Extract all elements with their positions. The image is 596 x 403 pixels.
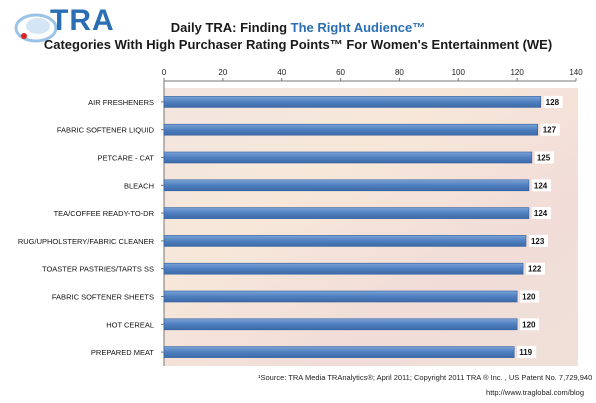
- value-label: 124: [534, 181, 548, 190]
- bar: [163, 346, 515, 358]
- category-label: TEA/COFFEE READY-TO-DR: [54, 209, 155, 218]
- value-label-box: [531, 179, 551, 192]
- category-label: PREPARED MEAT: [91, 348, 154, 357]
- category-label: FABRIC SOFTENER SHEETS: [52, 293, 154, 302]
- tra-swirl-logo-icon: [14, 13, 58, 43]
- x-tick-label: 20: [218, 68, 227, 77]
- value-label-box: [517, 346, 537, 359]
- value-label-box: [520, 290, 540, 303]
- value-label: 122: [528, 265, 542, 274]
- bar: [163, 179, 530, 192]
- x-tick-label: 0: [162, 68, 167, 77]
- bar: [163, 290, 518, 303]
- value-label: 128: [546, 98, 560, 107]
- category-label: RUG/UPHOLSTERY/FABRIC CLEANER: [18, 237, 155, 246]
- category-label: BLEACH: [124, 181, 154, 190]
- value-label-box: [540, 123, 560, 136]
- bar: [163, 207, 530, 219]
- value-label: 124: [534, 209, 548, 218]
- tra-logo: [14, 13, 58, 43]
- bar: [163, 96, 541, 108]
- logo-text: TRA: [50, 4, 115, 37]
- value-label-box: [528, 234, 548, 247]
- footnote-source: ¹Source: TRA Media TRAnalytics®; April 2…: [258, 373, 593, 382]
- bar: [163, 262, 524, 275]
- x-tick-label: 120: [510, 68, 524, 77]
- bar: [163, 318, 518, 331]
- bar: [163, 151, 533, 164]
- value-label-box: [534, 151, 554, 164]
- value-label-box: [520, 318, 540, 331]
- footnote-url[interactable]: http://www.traglobal.com/blog: [486, 388, 584, 397]
- category-label: HOT CEREAL: [106, 320, 154, 329]
- value-label: 123: [531, 237, 545, 246]
- x-tick-label: 60: [336, 68, 345, 77]
- chart-subtitle: Categories With High Purchaser Rating Po…: [43, 37, 553, 52]
- x-tick-label: 80: [395, 68, 404, 77]
- bar: [163, 123, 539, 136]
- x-tick-label: 100: [452, 68, 466, 77]
- value-label: 127: [543, 126, 557, 135]
- value-label: 120: [522, 293, 536, 302]
- value-label: 120: [522, 320, 536, 329]
- title-highlight: The Right Audience™: [290, 20, 426, 35]
- category-label: AIR FRESHENERS: [88, 98, 154, 107]
- value-label-box: [543, 95, 563, 108]
- value-label-box: [526, 262, 546, 275]
- value-label: 125: [537, 154, 551, 163]
- title-prefix: Daily TRA: Finding: [170, 20, 291, 35]
- bar: [163, 235, 527, 247]
- value-label-box: [531, 207, 551, 220]
- category-label: PETCARE - CAT: [97, 154, 154, 163]
- category-label: TOASTER PASTRIES/TARTS SS: [42, 265, 154, 274]
- x-tick-label: 140: [569, 68, 583, 77]
- value-label: 119: [519, 348, 532, 357]
- x-tick-label: 40: [277, 68, 286, 77]
- category-label: FABRIC SOFTENER LIQUID: [57, 126, 155, 135]
- chart-title: Daily TRA: Finding The Right Audience™: [0, 20, 596, 35]
